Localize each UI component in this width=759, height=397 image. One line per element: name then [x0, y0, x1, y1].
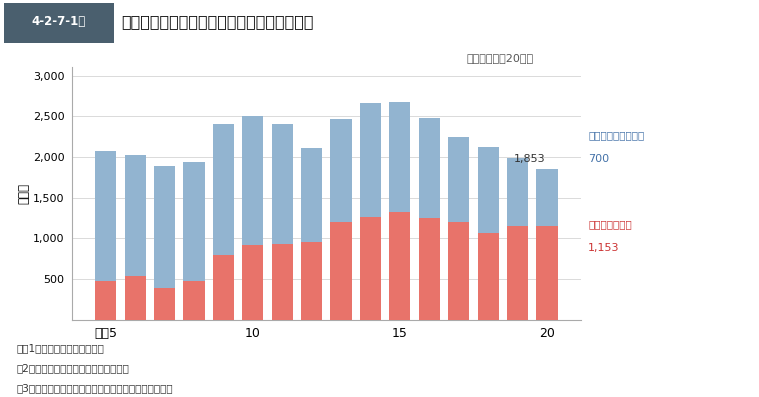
Bar	[4, 3, 114, 43]
Bar	[301, 148, 323, 242]
Bar	[242, 116, 263, 245]
Bar	[360, 217, 381, 320]
Bar	[242, 245, 263, 320]
Bar	[213, 124, 234, 254]
Bar	[360, 103, 381, 217]
Text: その他の外国人少年: その他の外国人少年	[588, 130, 644, 140]
Text: 外国人犯罪少年の家庭裁判所送致人員の推移: 外国人犯罪少年の家庭裁判所送致人員の推移	[121, 14, 314, 29]
Bar	[330, 119, 351, 222]
Bar	[389, 102, 411, 212]
Text: 700: 700	[588, 154, 609, 164]
Text: 3　一般刑法犯及び道交違反を除く特別法犯に限る。: 3 一般刑法犯及び道交違反を除く特別法犯に限る。	[17, 383, 173, 393]
Bar	[213, 254, 234, 320]
Text: 1,153: 1,153	[588, 243, 620, 253]
Bar	[124, 276, 146, 320]
Bar	[537, 169, 558, 226]
Bar	[507, 158, 528, 226]
Bar	[95, 281, 116, 320]
Text: 1,853: 1,853	[514, 154, 545, 164]
Bar	[272, 244, 293, 320]
Bar	[301, 242, 323, 320]
Bar	[389, 212, 411, 320]
Text: 注、1　検察統計年報による。: 注、1 検察統計年報による。	[17, 343, 105, 353]
Text: 4-2-7-1図: 4-2-7-1図	[32, 15, 86, 29]
Y-axis label: （人）: （人）	[17, 183, 30, 204]
Bar	[154, 166, 175, 288]
Bar	[477, 233, 499, 320]
Bar	[419, 218, 440, 320]
Bar	[272, 123, 293, 244]
Bar	[507, 226, 528, 320]
Bar	[448, 137, 469, 222]
Bar	[419, 118, 440, 218]
Bar	[477, 147, 499, 233]
Text: 2　検察官の送致に係るものに限る。: 2 検察官の送致に係るものに限る。	[17, 363, 130, 373]
Bar	[537, 226, 558, 320]
Text: （平成５年〜20年）: （平成５年〜20年）	[467, 53, 534, 63]
Text: 来日外国人少年: 来日外国人少年	[588, 219, 632, 229]
Bar	[330, 222, 351, 320]
Bar	[184, 281, 205, 320]
Bar	[95, 151, 116, 281]
Bar	[124, 155, 146, 276]
Bar	[184, 162, 205, 281]
Bar	[448, 222, 469, 320]
Bar	[154, 288, 175, 320]
